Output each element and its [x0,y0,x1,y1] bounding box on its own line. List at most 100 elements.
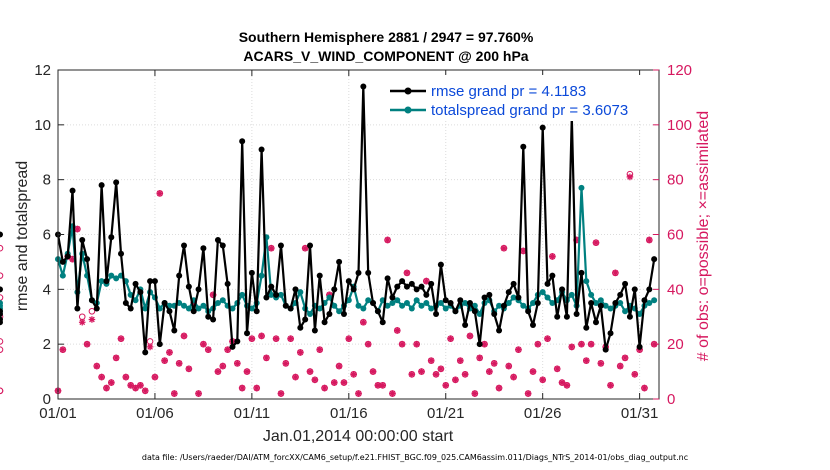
rmse-data-point [350,286,357,293]
obs-assimilated-point [418,368,425,375]
obs-assimilated-point [597,360,605,367]
y2-axis-ticks: 0 20 40 60 80 100 120 [653,62,692,408]
rmse-data-point [151,278,158,285]
obs-assimilated-point [243,368,251,375]
obs-assimilated-point [330,379,338,386]
rmse-data-point [161,300,168,307]
obs-assimilated-point [146,343,154,351]
spread-data-point [617,300,624,307]
spread-data-point [442,305,449,312]
rmse-data-point [641,297,648,304]
obs-assimilated-point [476,354,483,362]
obs-assimilated-point [117,335,125,342]
obs-assimilated-point [398,340,406,348]
chart-title-line2: ACARS_V_WIND_COMPONENT @ 200 hPa [243,48,528,64]
obs-assimilated-point [224,346,231,353]
obs-assimilated-point [486,368,493,375]
spread-data-point [365,297,372,304]
rmse-data-point [486,291,493,298]
rmse-data-point [374,308,381,315]
rmse-data-point [583,324,590,331]
obs-assimilated-point [641,384,648,392]
obs-assimilated-point [93,362,101,370]
spread-data-point [297,289,304,296]
obs-assimilated-point [573,236,580,244]
obs-assimilated-point [360,318,367,326]
spread-data-point [418,302,425,309]
spread-data-point [413,297,420,304]
obs-assimilated-point [456,357,464,364]
obs-assimilated-point [466,332,474,340]
obs-assimilated-point [112,354,120,362]
rmse-data-point [413,286,420,293]
spread-data-point [113,275,120,282]
spread-data-point [389,300,396,307]
legend-spread-label: totalspread grand pr = 3.6073 [431,102,628,119]
data-file-footnote: data file: /Users/raeder/DAI/ATM_forcXX/… [142,453,688,462]
y-tick-label: 8 [43,172,51,189]
obs-assimilated-point [452,376,459,384]
rmse-data-point [481,294,488,301]
obs-possible-point [0,387,4,395]
obs-assimilated-point [156,190,164,197]
obs-assimilated-point [393,327,401,334]
spread-data-point [607,305,614,312]
obs-assimilated-point [568,343,576,351]
rmse-data-point [113,179,120,186]
rmse-data-point [84,256,91,263]
rmse-data-point [529,321,536,328]
obs-assimilated-point [626,173,634,181]
rmse-data-point [636,343,643,350]
rmse-data-point [520,143,527,150]
obs-assimilated-point [369,368,377,375]
spread-data-point [360,305,367,312]
y2-tick-label: 120 [667,62,692,79]
obs-assimilated-point [553,365,561,373]
spread-data-point [277,291,284,298]
rmse-data-point [118,250,125,257]
y-tick-label: 0 [43,391,51,408]
rmse-data-point [549,272,556,279]
spread-data-point [98,278,105,285]
spread-data-point [394,297,401,304]
rmse-data-point [588,300,595,307]
obs-assimilated-point [607,381,614,389]
obs-assimilated-point [616,362,624,370]
rmse-data-point [525,308,532,315]
rmse-data-point [282,302,289,309]
spread-data-point [510,294,517,301]
obs-assimilated-point [78,318,86,326]
spread-data-point [636,311,643,318]
obs-assimilated-point [277,390,285,397]
obs-assimilated-point [413,340,420,348]
spread-data-point [248,305,255,312]
rmse-data-point [602,346,609,353]
spread-data-point [132,297,139,304]
rmse-data-point [612,300,619,307]
obs-assimilated-point [563,381,571,389]
rmse-data-point [79,236,86,243]
x-tick-label: 01/26 [524,405,562,422]
obs-assimilated-point [127,381,135,389]
rmse-data-point [142,349,149,356]
rmse-data-point [408,280,415,287]
rmse-data-point [447,300,454,307]
obs-assimilated-point [69,255,76,263]
rmse-data-point [316,272,323,279]
obs-assimilated-point [408,371,416,378]
rmse-data-point [185,283,192,290]
rmse-data-point [510,280,517,287]
obs-assimilated-point [423,277,430,285]
rmse-data-point [98,182,105,189]
rmse-data-point [190,308,197,315]
rmse-data-point [0,286,3,293]
obs-assimilated-point [103,384,110,392]
obs-assimilated-point [98,373,105,381]
obs-possible-point [0,294,4,301]
obs-assimilated-point [132,384,139,392]
obs-assimilated-point [248,335,256,342]
spread-data-point [181,302,188,309]
spread-data-point [437,300,444,307]
rmse-data-point [59,258,66,265]
obs-assimilated-point [340,379,348,386]
